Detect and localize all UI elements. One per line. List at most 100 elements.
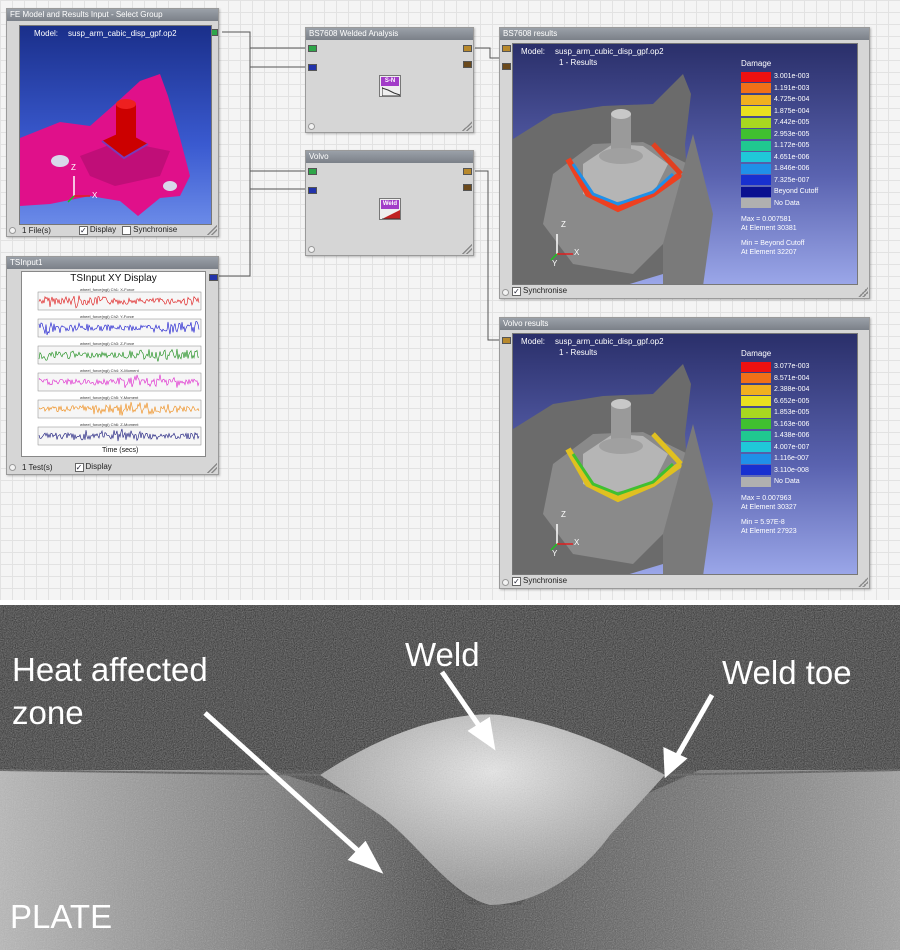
legend-swatch — [741, 442, 771, 453]
legend-value: 2.388e-004 — [774, 386, 810, 394]
bs7608-analysis-title[interactable]: BS7608 Welded Analysis — [306, 28, 473, 40]
synchronise-toggle[interactable]: Synchronise — [122, 225, 178, 235]
legend-row: 1.172e-005 — [741, 140, 818, 152]
display-toggle[interactable]: Display — [78, 225, 116, 235]
input-port[interactable] — [502, 63, 511, 70]
bs7608-analysis-glyph[interactable]: BS7608 Welded Analysis S-N — [305, 27, 474, 133]
damage-legend: Damage 3.077e-003 8.571e-004 2.388e-004 6.6… — [741, 349, 809, 536]
model-name: susp_arm_cabic_disp_gpf.op2 — [68, 29, 177, 38]
results-line: 1 - Results — [559, 58, 598, 67]
trace-label: wheel_force(ngi) Ch1: X-Force — [80, 287, 135, 292]
legend-swatch — [741, 106, 771, 117]
wire — [222, 31, 307, 172]
volvo-results-title[interactable]: Volvo results — [500, 318, 869, 330]
legend-swatch — [741, 140, 771, 151]
legend-swatch — [741, 453, 771, 464]
min-element: At Element 32207 — [741, 249, 797, 256]
input-port[interactable] — [308, 64, 317, 71]
output-port[interactable] — [463, 45, 472, 52]
input-port[interactable] — [308, 187, 317, 194]
fe-model-title[interactable]: FE Model and Results Input - Select Grou… — [7, 9, 218, 21]
synchronise-toggle[interactable]: Synchronise — [512, 286, 567, 296]
resize-handle[interactable] — [207, 463, 217, 473]
tsinput-glyph[interactable]: TSInput1 TSInput XY Display wheel_force(… — [6, 256, 219, 475]
resize-handle[interactable] — [462, 121, 472, 131]
legend-value: 3.110e-008 — [774, 466, 809, 474]
legend-swatch — [741, 117, 771, 128]
weld-label: Weld — [405, 636, 480, 673]
volvo-results-viewport[interactable]: Model: susp_arm_cubic_disp_gpf.op2 1 - Re… — [512, 333, 858, 575]
model-label: Model: — [34, 29, 59, 38]
resize-handle[interactable] — [858, 577, 868, 587]
legend-swatch — [741, 186, 771, 197]
trace-line — [38, 348, 200, 362]
bs7608-status-bar: Synchronise — [512, 285, 855, 297]
legend-row: 3.001e-003 — [741, 71, 818, 83]
legend-swatch — [741, 163, 771, 174]
volvo-analysis-title[interactable]: Volvo — [306, 151, 473, 163]
glyph-corner-dot — [308, 246, 315, 253]
fe-model-viewport[interactable]: Model: susp_arm_cabic_disp_gpf.op2 Z X — [19, 25, 212, 225]
weld-icon[interactable]: Weld — [379, 198, 401, 220]
legend-row: 1.875e-004 — [741, 106, 818, 118]
haz-label-line2: zone — [12, 694, 84, 731]
tsinput-title[interactable]: TSInput1 — [7, 257, 218, 269]
fe-model-glyph[interactable]: FE Model and Results Input - Select Grou… — [6, 8, 219, 237]
legend-value: No Data — [774, 478, 800, 486]
volvo-analysis-glyph[interactable]: Volvo Weld — [305, 150, 474, 256]
legend-swatch — [741, 198, 771, 209]
tests-count: 1 Test(s) — [22, 462, 53, 472]
bs7608-results-title[interactable]: BS7608 results — [500, 28, 869, 40]
input-port[interactable] — [308, 168, 317, 175]
workflow-canvas[interactable]: FE Model and Results Input - Select Grou… — [0, 0, 900, 600]
display-checkbox[interactable] — [78, 225, 88, 235]
synchronise-toggle[interactable]: Synchronise — [512, 576, 567, 586]
x-axis-label: Time (secs) — [102, 447, 139, 454]
legend-row: 2.388e-004 — [741, 384, 809, 396]
haz-label-line1: Heat affected — [12, 651, 208, 688]
resize-handle[interactable] — [858, 287, 868, 297]
output-port[interactable] — [463, 184, 472, 191]
legend-swatch — [741, 465, 771, 476]
glyph-corner-dot — [308, 123, 315, 130]
legend-value: 7.442e-005 — [774, 119, 810, 127]
trace-label: wheel_force(ngi) Ch2: Y-Force — [80, 314, 135, 319]
legend-swatch — [741, 71, 771, 82]
results-mesh-render — [513, 364, 713, 574]
display-toggle[interactable]: Display — [74, 462, 112, 472]
input-port[interactable] — [308, 45, 317, 52]
input-port[interactable] — [502, 45, 511, 52]
sn-curve-icon[interactable]: S-N — [379, 75, 401, 97]
bs7608-results-viewport[interactable]: Model: susp_arm_cubic_disp_gpf.op2 1 - Re… — [512, 43, 858, 285]
axis-y-label: Y — [552, 259, 558, 268]
legend-row: No Data — [741, 198, 818, 210]
input-port[interactable] — [502, 337, 511, 344]
trace-plots — [37, 291, 202, 446]
display-checkbox[interactable] — [74, 462, 84, 472]
output-port[interactable] — [463, 168, 472, 175]
volvo-results-glyph[interactable]: Volvo results Model: susp_arm_cubic_disp_… — [499, 317, 870, 589]
legend-swatch — [741, 83, 771, 94]
sn-icon-label: S-N — [381, 77, 399, 86]
legend-row: 3.110e-008 — [741, 465, 809, 477]
fe-mesh-render — [20, 74, 190, 216]
resize-handle[interactable] — [207, 225, 217, 235]
legend-value: 1.846e-006 — [774, 165, 810, 173]
synchronise-label: Synchronise — [133, 225, 178, 235]
model-label: Model: — [521, 47, 546, 56]
axis-z-label: Z — [561, 510, 566, 519]
bs7608-results-glyph[interactable]: BS7608 results Model: susp_arm_cubic_disp… — [499, 27, 870, 299]
haz-arrowhead — [347, 840, 384, 874]
output-port[interactable] — [209, 274, 218, 281]
model-line: Model: susp_arm_cubic_disp_gpf.op2 — [521, 47, 664, 56]
connection-wires — [218, 31, 502, 341]
synchronise-checkbox[interactable] — [512, 576, 521, 586]
synchronise-checkbox[interactable] — [122, 225, 132, 235]
resize-handle[interactable] — [462, 244, 472, 254]
output-port[interactable] — [463, 61, 472, 68]
synchronise-checkbox[interactable] — [512, 286, 521, 296]
legend-value: 3.077e-003 — [774, 363, 810, 371]
xy-display-plot[interactable]: TSInput XY Display wheel_force(ngi) Ch1:… — [21, 271, 206, 457]
results-line: 1 - Results — [559, 348, 598, 357]
wire — [222, 31, 307, 68]
